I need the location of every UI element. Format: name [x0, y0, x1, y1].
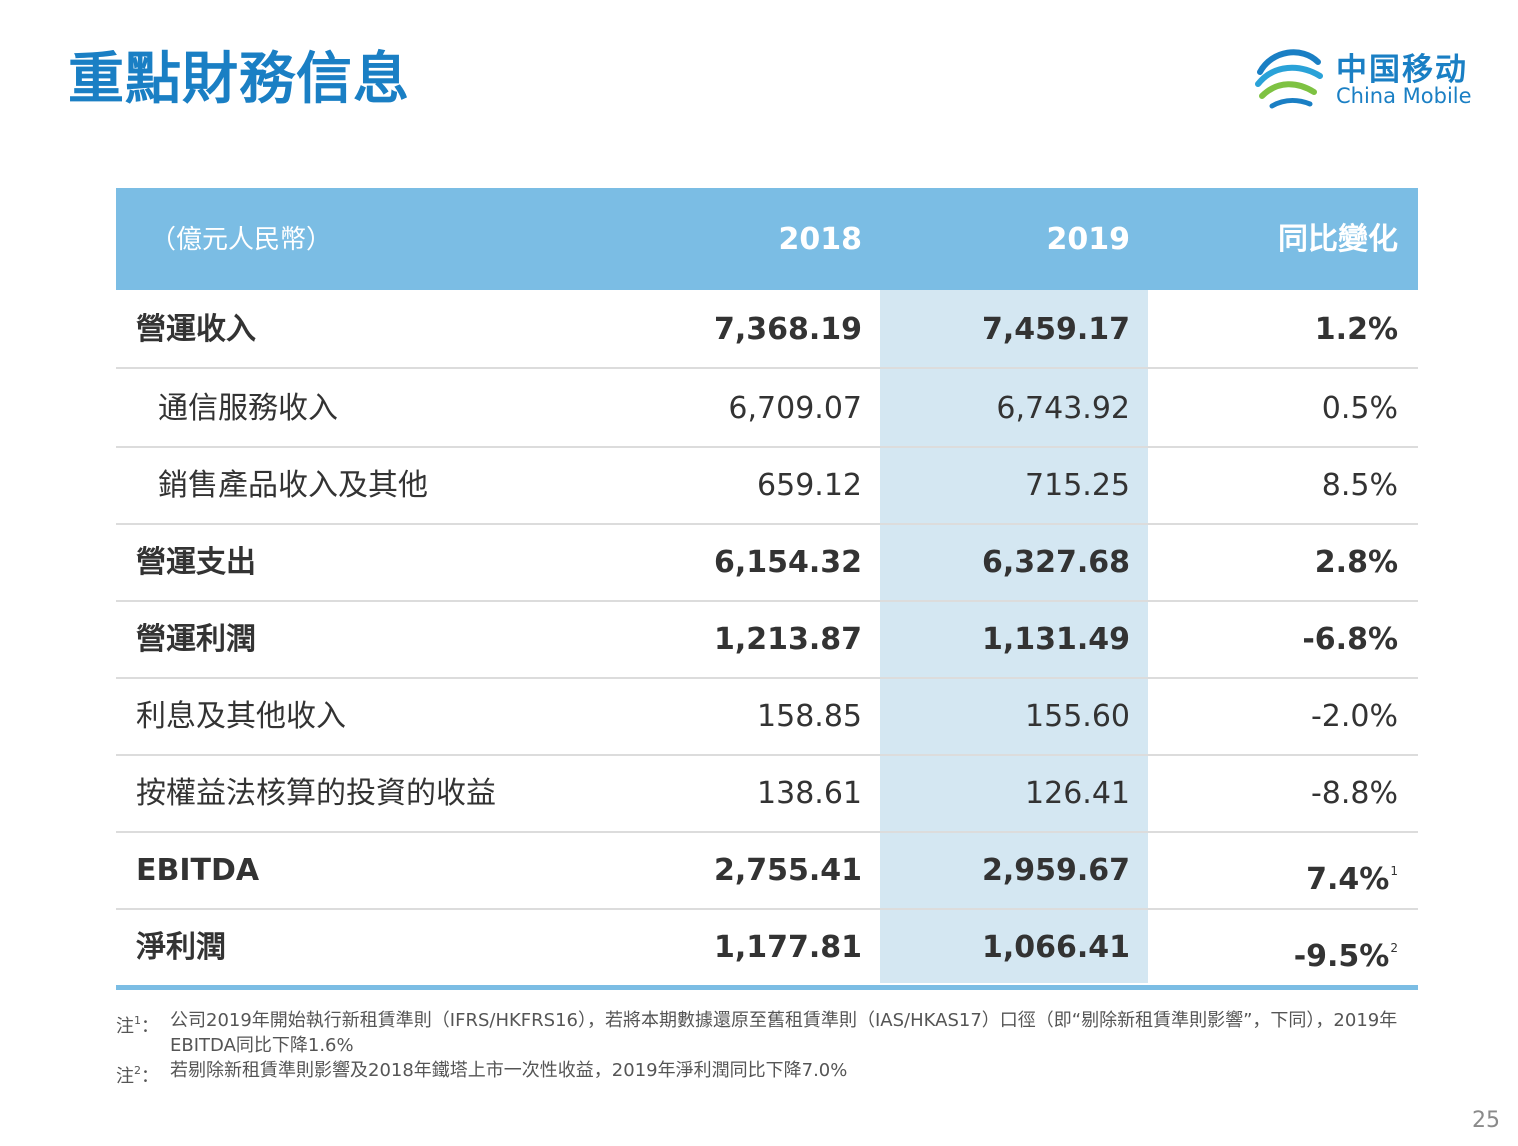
- row-change: 0.5%: [1322, 369, 1398, 446]
- header-change: 同比變化: [1278, 222, 1398, 257]
- row-value-2019: 1,131.49: [981, 622, 1130, 657]
- row-value-2019: 126.41: [1025, 776, 1130, 811]
- row-value-2018: 7,368.19: [713, 312, 862, 347]
- footnote-ref: 1: [1390, 864, 1398, 878]
- table-row: 按權益法核算的投資的收益 138.61 126.41 -8.8%: [116, 754, 1418, 833]
- row-value-2018: 158.85: [757, 699, 862, 734]
- footnote-2: 注2： 若剔除新租賃準則影響及2018年鐵塔上市一次性收益，2019年淨利潤同比…: [116, 1058, 1406, 1087]
- table-row: 營運收入 7,368.19 7,459.17 1.2%: [116, 290, 1418, 369]
- table-row: 銷售產品收入及其他 659.12 715.25 8.5%: [116, 446, 1418, 525]
- footnote-ref: 2: [1390, 941, 1398, 955]
- footnote-text: 若剔除新租賃準則影響及2018年鐵塔上市一次性收益，2019年淨利潤同比下降7.…: [170, 1060, 848, 1081]
- row-value-2018: 1,213.87: [713, 622, 862, 657]
- row-value-2018: 1,177.81: [713, 930, 862, 965]
- row-value-2018: 138.61: [757, 776, 862, 811]
- change-value: -6.8%: [1302, 622, 1398, 657]
- row-change: 8.5%: [1322, 446, 1398, 523]
- change-value: 1.2%: [1314, 312, 1398, 347]
- table-header: （億元人民幣） 2018 2019 同比變化: [116, 188, 1418, 290]
- row-change: 7.4%1: [1306, 831, 1398, 908]
- footnote-number: 1: [134, 1014, 141, 1027]
- row-label: 按權益法核算的投資的收益: [136, 776, 496, 811]
- table-row: 通信服務收入 6,709.07 6,743.92 0.5%: [116, 369, 1418, 448]
- row-value-2019: 155.60: [1025, 699, 1130, 734]
- footnote-mark-text: 注: [116, 1016, 134, 1037]
- change-value: -9.5%: [1293, 939, 1390, 974]
- change-value: 8.5%: [1321, 468, 1398, 503]
- row-label: 營運支出: [136, 545, 256, 580]
- table-row: 淨利潤 1,177.81 1,066.41 -9.5%2: [116, 908, 1418, 990]
- row-change: -9.5%2: [1294, 908, 1398, 985]
- row-value-2018: 659.12: [757, 468, 862, 503]
- table-row: 營運利潤 1,213.87 1,131.49 -6.8%: [116, 600, 1418, 679]
- footnote-number: 2: [134, 1064, 141, 1077]
- row-value-2019: 1,066.41: [981, 930, 1130, 965]
- footnotes: 注1： 公司2019年開始執行新租賃準則（IFRS/HKFRS16），若將本期數…: [116, 1008, 1406, 1087]
- table-row: EBITDA 2,755.41 2,959.67 7.4%1: [116, 831, 1418, 910]
- footnote-mark: 注2：: [116, 1058, 159, 1089]
- row-change: 1.2%: [1315, 290, 1398, 367]
- change-value: 7.4%: [1306, 862, 1390, 897]
- highlight-2019-column: [880, 290, 1148, 983]
- footnote-separator: ：: [141, 1066, 159, 1087]
- header-2019: 2019: [1046, 222, 1131, 257]
- footnote-mark: 注1：: [116, 1008, 159, 1039]
- table-row: 利息及其他收入 158.85 155.60 -2.0%: [116, 677, 1418, 756]
- row-value-2019: 2,959.67: [981, 853, 1130, 888]
- header-unit: （億元人民幣）: [150, 225, 333, 255]
- row-label: 淨利潤: [136, 930, 226, 965]
- row-label: 銷售產品收入及其他: [158, 468, 428, 503]
- row-value-2018: 6,709.07: [728, 391, 862, 426]
- header-2018: 2018: [778, 222, 863, 257]
- row-change: -2.0%: [1311, 677, 1398, 754]
- logo-chinese-text: 中国移动: [1336, 52, 1468, 88]
- row-value-2019: 715.25: [1025, 468, 1130, 503]
- footnote-separator: ：: [141, 1016, 159, 1037]
- row-label: 通信服務收入: [158, 391, 338, 426]
- row-value-2019: 6,327.68: [981, 545, 1130, 580]
- row-label: EBITDA: [136, 853, 260, 888]
- financial-table: （億元人民幣） 2018 2019 同比變化 營運收入 7,368.19 7,4…: [116, 188, 1418, 990]
- row-value-2019: 7,459.17: [981, 312, 1130, 347]
- page-number: 25: [1472, 1108, 1500, 1133]
- page-title: 重點財務信息: [68, 47, 410, 112]
- row-label: 營運收入: [136, 312, 256, 347]
- change-value: -2.0%: [1310, 699, 1398, 734]
- footnote-1: 注1： 公司2019年開始執行新租賃準則（IFRS/HKFRS16），若將本期數…: [116, 1008, 1406, 1058]
- change-value: 0.5%: [1321, 391, 1398, 426]
- row-value-2018: 2,755.41: [713, 853, 862, 888]
- row-label: 利息及其他收入: [136, 699, 346, 734]
- row-change: -8.8%: [1311, 754, 1398, 831]
- row-value-2018: 6,154.32: [713, 545, 862, 580]
- china-mobile-logo-icon: [1255, 49, 1323, 109]
- row-change: 2.8%: [1315, 523, 1398, 600]
- logo-english-text: China Mobile: [1336, 84, 1472, 108]
- change-value: 2.8%: [1314, 545, 1398, 580]
- table-row: 營運支出 6,154.32 6,327.68 2.8%: [116, 523, 1418, 602]
- footnote-text: 公司2019年開始執行新租賃準則（IFRS/HKFRS16），若將本期數據還原至…: [170, 1010, 1398, 1056]
- footnote-mark-text: 注: [116, 1066, 134, 1087]
- row-value-2019: 6,743.92: [996, 391, 1130, 426]
- row-change: -6.8%: [1302, 600, 1398, 677]
- change-value: -8.8%: [1310, 776, 1398, 811]
- china-mobile-logo: 中国移动 China Mobile: [1252, 42, 1482, 114]
- row-label: 營運利潤: [136, 622, 256, 657]
